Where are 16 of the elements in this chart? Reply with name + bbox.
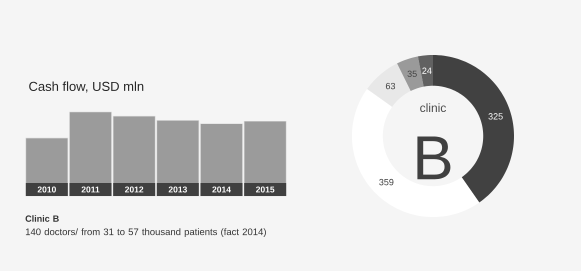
data-label: 24	[422, 68, 432, 74]
x-tick-label: 2011	[82, 186, 100, 193]
data-label: 63	[386, 82, 396, 90]
text: Clinic B	[26, 215, 59, 222]
text: 140 doctors/ from 31 to 57 thousand patients (fact 2014)	[26, 228, 266, 238]
text: B	[417, 136, 450, 180]
data-label: 35	[407, 70, 417, 77]
x-tick-label: 2013	[168, 186, 187, 193]
data-label: 325	[488, 113, 503, 120]
x-tick-label: 2010	[38, 186, 56, 193]
text: clinic	[420, 103, 446, 112]
x-tick-label: 2012	[125, 186, 144, 193]
x-tick-label: 2014	[212, 186, 231, 193]
x-tick-label: 2015	[256, 186, 274, 193]
data-label: 359	[379, 178, 394, 186]
chart-title: Cash flow, USD mln	[29, 81, 144, 93]
